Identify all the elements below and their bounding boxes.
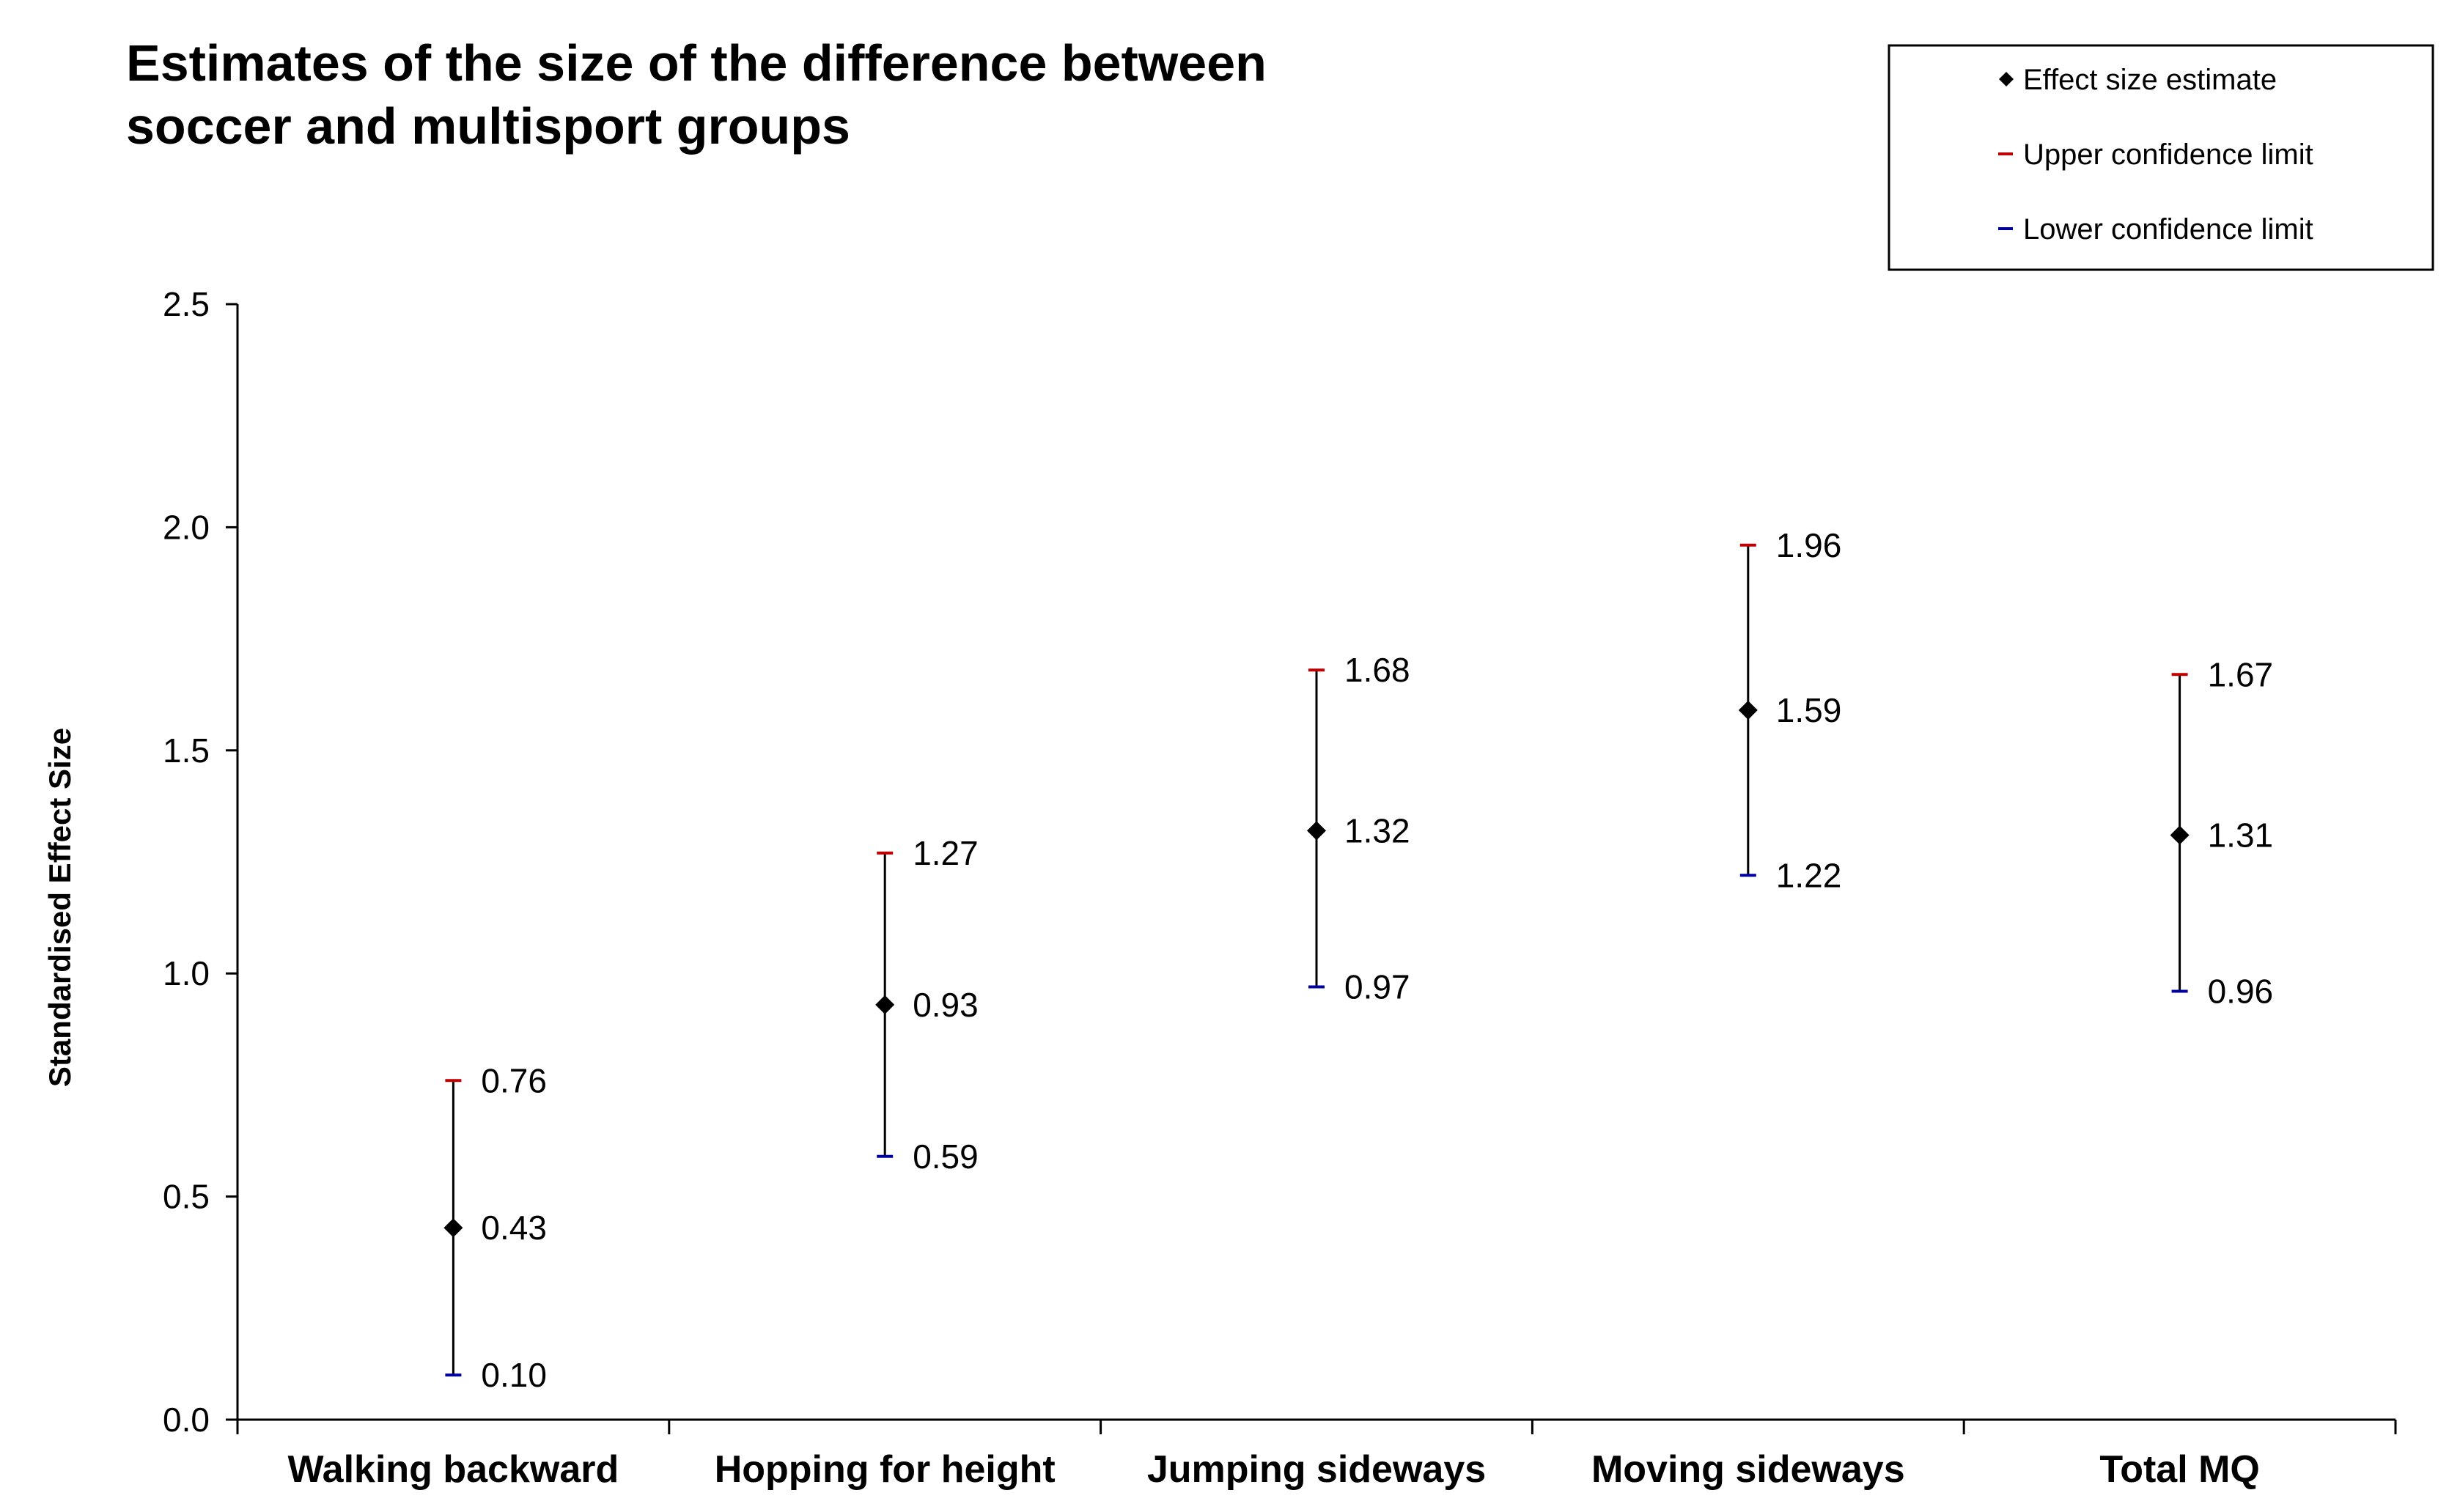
estimate-label: 1.59 — [1776, 691, 1842, 729]
legend-label: Lower confidence limit — [2023, 213, 2313, 246]
y-axis-label: Standardised Effect Size — [43, 728, 77, 1087]
chart-title-line-2: soccer and multisport groups — [126, 97, 850, 155]
y-tick-label: 2.5 — [163, 285, 210, 323]
y-tick-label: 2.0 — [163, 508, 210, 546]
lower-limit-label: 0.97 — [1344, 967, 1410, 1006]
legend-box — [1888, 44, 2434, 271]
estimate-label: 0.43 — [481, 1209, 547, 1247]
upper-limit-label: 1.27 — [913, 834, 979, 872]
estimate-point — [1307, 821, 1326, 841]
estimate-label: 0.93 — [913, 986, 979, 1024]
estimate-point — [875, 995, 895, 1014]
chart-title-line-1: Estimates of the size of the difference … — [126, 34, 1267, 92]
estimate-point — [1738, 701, 1758, 720]
x-category-label: Moving sideways — [1591, 1448, 1905, 1491]
estimate-label: 1.31 — [2208, 816, 2274, 854]
legend-label: Upper confidence limit — [2023, 139, 2313, 171]
lower-limit-label: 0.96 — [2208, 973, 2274, 1011]
upper-limit-label: 1.96 — [1776, 526, 1842, 564]
x-category-label: Hopping for height — [715, 1448, 1056, 1491]
x-category-label: Walking backward — [288, 1448, 619, 1491]
x-category-label: Jumping sideways — [1147, 1448, 1486, 1491]
legend-label: Effect size estimate — [2023, 64, 2277, 96]
y-tick-label: 0.5 — [163, 1178, 210, 1216]
y-tick-label: 1.0 — [163, 954, 210, 992]
estimate-label: 1.32 — [1344, 811, 1410, 849]
axes: 0.0 0.5 1.0 1.5 2.0 2.5 Walking backward Hoppin… — [163, 285, 2397, 1491]
estimate-point — [443, 1218, 463, 1238]
lower-limit-label: 1.22 — [1776, 856, 1842, 894]
lower-limit-label: 0.59 — [913, 1137, 979, 1176]
y-tick-label: 0.0 — [163, 1401, 210, 1439]
upper-limit-label: 1.68 — [1344, 651, 1410, 689]
upper-limit-label: 0.76 — [481, 1061, 547, 1099]
plot-marks: 0.76 0.43 0.10 1.27 0.93 0.59 1.68 1.32 0.97 1.96… — [443, 526, 2273, 1394]
legend-marker-estimate — [1999, 72, 2014, 86]
legend: Effect size estimate Upper confidence lim… — [1888, 44, 2434, 271]
estimate-point — [2170, 825, 2190, 845]
y-tick-label: 1.5 — [163, 731, 210, 770]
upper-limit-label: 1.67 — [2208, 655, 2274, 693]
lower-limit-label: 0.10 — [481, 1356, 547, 1394]
x-category-label: Total MQ — [2099, 1448, 2260, 1491]
